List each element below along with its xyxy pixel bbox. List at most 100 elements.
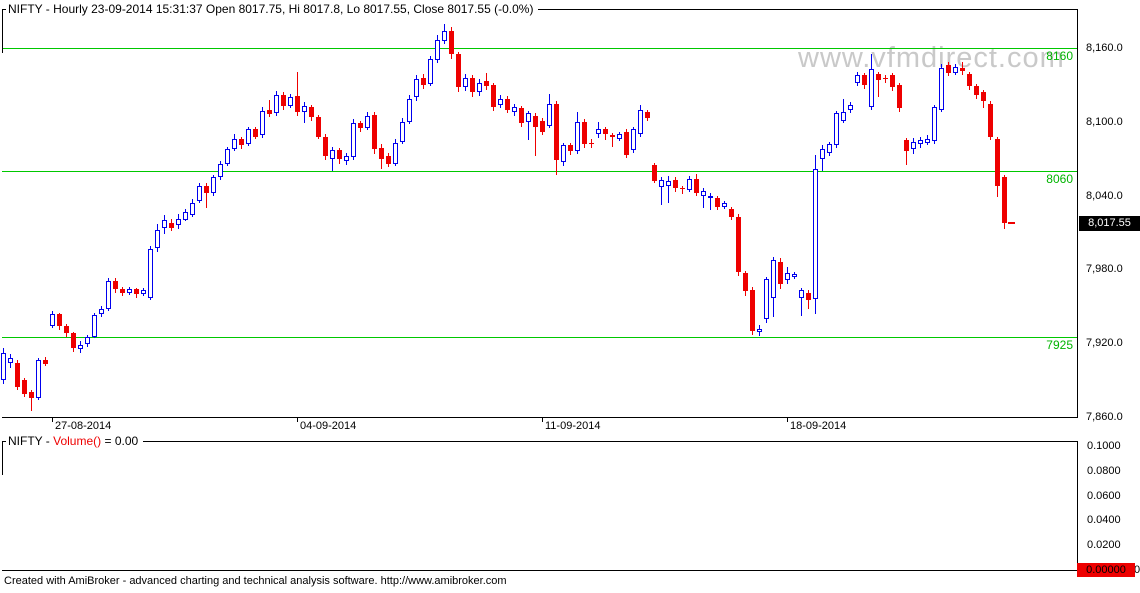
candle-up (561, 145, 566, 163)
candle-up (911, 141, 916, 149)
volume-title-indicator: Volume() (53, 434, 102, 448)
candle-down (456, 54, 461, 88)
level-line-8160[interactable] (2, 48, 1077, 49)
candle-up (8, 358, 13, 363)
candle-up (932, 107, 937, 142)
candle-up (498, 98, 503, 105)
candle-down (323, 136, 328, 157)
volume-axis-label: 0.0200 (1087, 539, 1121, 551)
candle-up (232, 139, 237, 149)
candle-up (575, 121, 580, 152)
candle-up (512, 107, 517, 112)
candle-up (99, 308, 104, 314)
candle-down (386, 156, 391, 164)
candle-wick (297, 71, 298, 116)
candle-up (78, 344, 83, 350)
candle-up (288, 97, 293, 106)
candle-up (344, 156, 349, 162)
candle-down (169, 222, 174, 228)
candle-wick (710, 193, 711, 211)
candle-down (981, 92, 986, 101)
candle-down (694, 178, 699, 194)
candle-wick (801, 287, 802, 317)
candle-down (204, 185, 209, 194)
candle-up (771, 259, 776, 298)
candle-wick (269, 99, 270, 117)
candle-down (967, 73, 972, 87)
volume-panel-title: NIFTY - Volume() = 0.00 (6, 434, 144, 448)
candle-down (533, 115, 538, 127)
candle-up (197, 185, 202, 201)
candle-up (827, 144, 832, 153)
candle-down (680, 188, 685, 190)
candle-down (645, 112, 650, 119)
candle-wick (885, 75, 886, 83)
candle-down (470, 77, 475, 93)
candle-up (687, 178, 692, 190)
candle-down (673, 179, 678, 189)
candle-down (652, 164, 657, 181)
candle-down (778, 262, 783, 285)
candle-down (491, 85, 496, 108)
candle-wick (304, 102, 305, 124)
candle-up (435, 39, 440, 61)
candle-wick (906, 137, 907, 165)
date-tick (52, 417, 53, 422)
candle-up (855, 75, 860, 83)
volume-axis-label: 0.0400 (1087, 514, 1121, 526)
candle-wick (486, 72, 487, 90)
candle-down (484, 81, 489, 87)
price-axis-label: 7,860.0 (1086, 411, 1123, 423)
level-label-8160: 8160 (1046, 49, 1073, 63)
candle-down (806, 292, 811, 301)
candle-up (127, 289, 132, 293)
candle-down (281, 94, 286, 106)
candle-up (225, 148, 230, 164)
level-label-7925: 7925 (1046, 338, 1073, 352)
level-line-8060[interactable] (2, 171, 1077, 172)
price-panel-left-bracket (2, 9, 3, 53)
candle-up (36, 360, 41, 399)
candle-down (43, 360, 48, 365)
candle-up (764, 279, 769, 319)
candle-down (974, 86, 979, 95)
candle-up (722, 203, 727, 207)
level-line-7925[interactable] (2, 337, 1077, 338)
candle-down (239, 139, 244, 146)
volume-title-symbol: NIFTY - (8, 434, 54, 448)
volume-axis-border (1077, 441, 1078, 571)
candle-down (57, 313, 62, 326)
candle-up (869, 69, 874, 108)
candle-up (246, 129, 251, 145)
candle-up (330, 150, 335, 159)
candle-down (337, 150, 342, 159)
candle-up (925, 139, 930, 143)
candle-down (1002, 177, 1007, 224)
candle-down (554, 103, 559, 161)
candle-up (631, 129, 636, 151)
candle-up (190, 203, 195, 216)
candle-down (715, 198, 720, 207)
candle-up (596, 129, 601, 135)
candle-down (372, 114, 377, 149)
candle-down (582, 121, 587, 144)
candle-wick (206, 183, 207, 208)
candle-down (897, 85, 902, 109)
candle-down (15, 362, 20, 388)
candle-up (918, 140, 923, 144)
volume-axis-label: 0.1000 (1087, 440, 1121, 452)
candle-wick (535, 113, 536, 157)
candle-up (183, 211, 188, 221)
candle-down (960, 67, 965, 72)
volume-panel-left-bracket (2, 441, 3, 475)
price-axis-label: 7,980.0 (1086, 263, 1123, 275)
candle-up (792, 274, 797, 277)
candle-down (421, 77, 426, 85)
candle-wick (843, 98, 844, 124)
candle-up (274, 94, 279, 114)
candle-down (883, 77, 888, 79)
candle-up (106, 280, 111, 309)
price-axis-label: 8,040.0 (1086, 190, 1123, 202)
candle-down (743, 273, 748, 292)
